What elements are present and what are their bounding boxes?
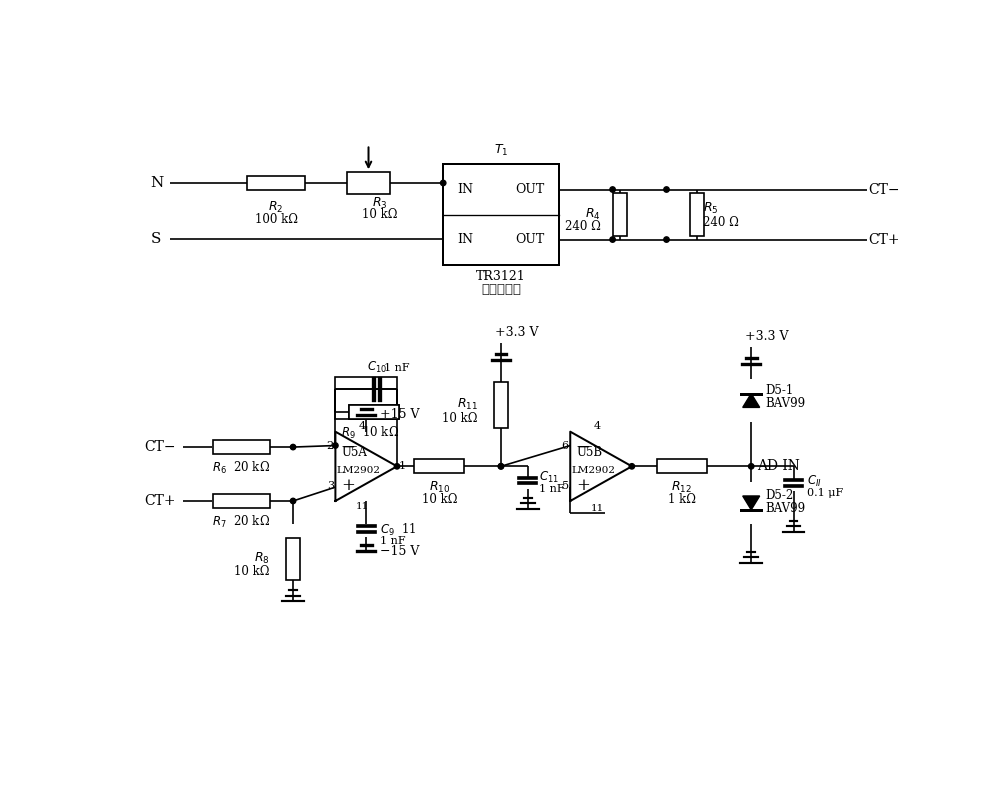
Bar <box>247 176 305 190</box>
Text: $R_{11}$: $R_{11}$ <box>457 397 478 413</box>
Bar <box>335 377 397 419</box>
Text: OUT: OUT <box>516 183 545 196</box>
Text: −: − <box>342 438 355 455</box>
Bar <box>347 172 390 193</box>
Text: N: N <box>151 176 164 190</box>
Text: CT+: CT+ <box>868 233 900 247</box>
Text: 10 kΩ: 10 kΩ <box>234 565 270 579</box>
Text: 100 kΩ: 100 kΩ <box>255 213 298 226</box>
Text: $R_8$: $R_8$ <box>254 551 270 567</box>
Text: $R_3$: $R_3$ <box>372 196 388 211</box>
Text: 11: 11 <box>591 505 604 513</box>
Text: CT−: CT− <box>868 182 900 197</box>
Text: $R_{12}$: $R_{12}$ <box>671 480 692 496</box>
Text: 5: 5 <box>562 480 569 491</box>
Text: +: + <box>576 477 590 494</box>
Text: 1 nF: 1 nF <box>380 536 406 546</box>
Text: 240 Ω: 240 Ω <box>703 216 739 229</box>
Text: U5A: U5A <box>342 446 368 459</box>
Text: LM2902: LM2902 <box>336 466 380 475</box>
Text: AD IN: AD IN <box>757 459 800 473</box>
Text: CT−: CT− <box>144 440 176 454</box>
Text: 1 nF: 1 nF <box>384 363 410 372</box>
Text: CT+: CT+ <box>144 494 176 508</box>
Text: $C_{10}$: $C_{10}$ <box>367 360 387 376</box>
Polygon shape <box>743 496 760 510</box>
Text: $C_{11}$: $C_{11}$ <box>539 471 559 485</box>
Circle shape <box>498 463 504 469</box>
Bar <box>213 494 270 508</box>
Text: 1 kΩ: 1 kΩ <box>668 493 696 506</box>
Bar <box>657 459 707 473</box>
Circle shape <box>749 463 754 469</box>
Text: IN: IN <box>457 233 473 246</box>
Bar <box>443 164 559 264</box>
Bar <box>414 459 464 473</box>
Text: $C_9$  11: $C_9$ 11 <box>380 522 417 538</box>
Circle shape <box>610 237 615 243</box>
Circle shape <box>610 187 615 192</box>
Bar <box>349 405 399 419</box>
Circle shape <box>629 463 635 469</box>
Text: $R_6$  20 kΩ: $R_6$ 20 kΩ <box>212 459 270 476</box>
Text: +: + <box>342 477 355 494</box>
Text: BAV99: BAV99 <box>765 502 805 515</box>
Text: 4: 4 <box>594 422 601 431</box>
Circle shape <box>290 498 296 504</box>
Circle shape <box>333 442 338 448</box>
Bar <box>613 193 627 235</box>
Circle shape <box>664 187 669 192</box>
Circle shape <box>394 463 400 469</box>
Text: IN: IN <box>457 183 473 196</box>
Text: BAV99: BAV99 <box>765 397 805 410</box>
Bar <box>213 440 270 454</box>
Text: D5-1: D5-1 <box>765 384 793 397</box>
Text: S: S <box>151 232 161 246</box>
Text: +3.3 V: +3.3 V <box>495 326 538 339</box>
Circle shape <box>664 237 669 243</box>
Text: 电压互感器: 电压互感器 <box>481 284 521 297</box>
Text: $C_{II}$: $C_{II}$ <box>807 474 822 489</box>
Text: 3: 3 <box>327 480 334 491</box>
Text: 4: 4 <box>359 422 366 431</box>
Text: −: − <box>576 438 590 455</box>
Text: 11: 11 <box>356 502 369 511</box>
Text: 2: 2 <box>327 441 334 451</box>
Text: OUT: OUT <box>516 233 545 246</box>
Text: −15 V: −15 V <box>380 545 419 558</box>
Text: 1: 1 <box>399 461 406 472</box>
Text: $R_5$: $R_5$ <box>703 201 719 216</box>
Circle shape <box>498 463 504 469</box>
Text: $T_1$: $T_1$ <box>494 143 508 158</box>
Text: $R_4$: $R_4$ <box>585 207 601 222</box>
Bar <box>349 405 399 419</box>
Text: $R_2$: $R_2$ <box>268 200 284 215</box>
Text: +3.3 V: +3.3 V <box>745 330 789 343</box>
Text: U5B: U5B <box>576 446 603 459</box>
Text: LM2902: LM2902 <box>571 466 615 475</box>
Bar <box>286 538 300 580</box>
Text: $R_9$  10 kΩ: $R_9$ 10 kΩ <box>341 425 399 441</box>
Circle shape <box>441 181 446 185</box>
Text: 1 nF: 1 nF <box>539 484 565 494</box>
Text: TR3121: TR3121 <box>476 270 526 284</box>
Text: 6: 6 <box>562 441 569 451</box>
Text: 10 kΩ: 10 kΩ <box>422 493 457 506</box>
Polygon shape <box>743 393 760 407</box>
Bar <box>494 381 508 428</box>
Text: 10 kΩ: 10 kΩ <box>442 412 478 425</box>
Text: $R_7$  20 kΩ: $R_7$ 20 kΩ <box>212 513 270 530</box>
Bar <box>690 193 704 235</box>
Text: +15 V: +15 V <box>380 408 420 422</box>
Text: 240 Ω: 240 Ω <box>565 220 601 234</box>
Text: $R_{10}$: $R_{10}$ <box>429 480 450 496</box>
Circle shape <box>290 444 296 450</box>
Text: 10 kΩ: 10 kΩ <box>362 208 398 221</box>
Text: D5-2: D5-2 <box>765 489 793 502</box>
Text: 0.1 μF: 0.1 μF <box>807 488 844 498</box>
